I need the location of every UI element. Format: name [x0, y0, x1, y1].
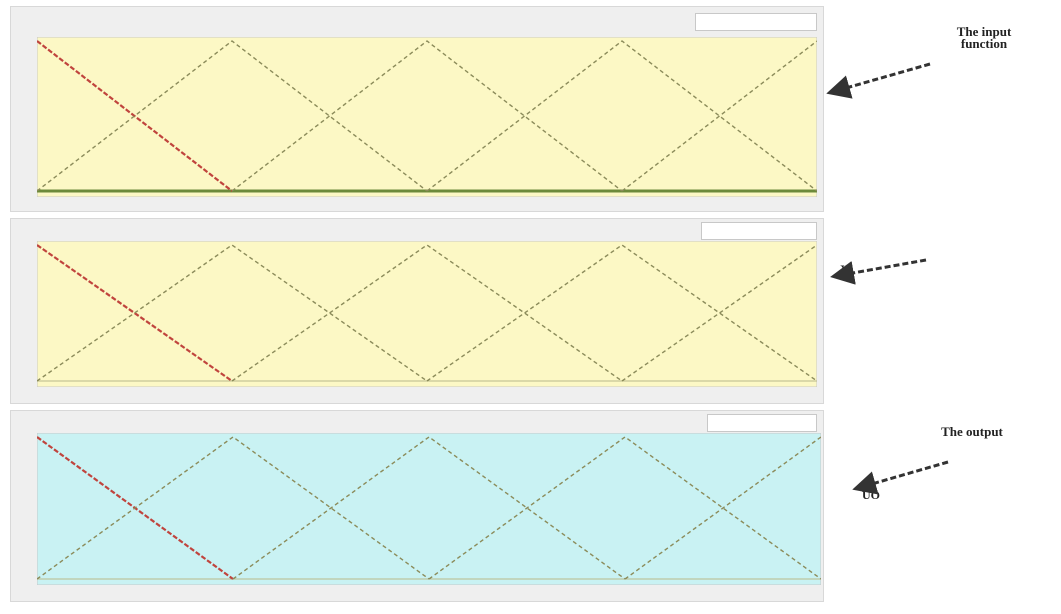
output-mf-panel: [10, 410, 824, 602]
annotation-output-function: The output: [941, 424, 1003, 439]
mf-curve-4: [426, 40, 817, 192]
input-mf-panel-1: [10, 6, 824, 212]
mf-plot-3: [37, 433, 821, 585]
plot-area: [37, 241, 817, 387]
plot-area: [37, 37, 817, 197]
annotation-input-function: The input function: [956, 24, 1012, 51]
mf-curve-2: [37, 436, 430, 580]
mf-curve-4: [428, 436, 821, 580]
param-value-field[interactable]: [701, 222, 817, 240]
mf-curve-1: [37, 40, 233, 192]
param-value-field[interactable]: [695, 13, 817, 31]
arrow-output: [852, 460, 949, 495]
mf-curve-3: [231, 40, 623, 192]
mf-curve-5: [621, 40, 817, 192]
mf-curve-1: [37, 244, 233, 382]
mf-plot-1: [37, 37, 817, 197]
mf-curve-5: [624, 436, 821, 580]
mf-curve-2: [37, 40, 428, 192]
mf-curve-4: [426, 244, 817, 382]
arrow-input-function: [826, 62, 931, 99]
mf-curve-2: [37, 244, 428, 382]
mf-curve-3: [232, 436, 626, 580]
input-mf-panel-2: [10, 218, 824, 404]
arrow-input-2: [830, 258, 927, 285]
param-value-field[interactable]: [707, 414, 817, 432]
mf-curve-5: [621, 244, 817, 382]
mf-curve-3: [231, 244, 623, 382]
mf-plot-2: [37, 241, 817, 387]
plot-area: [37, 433, 821, 585]
